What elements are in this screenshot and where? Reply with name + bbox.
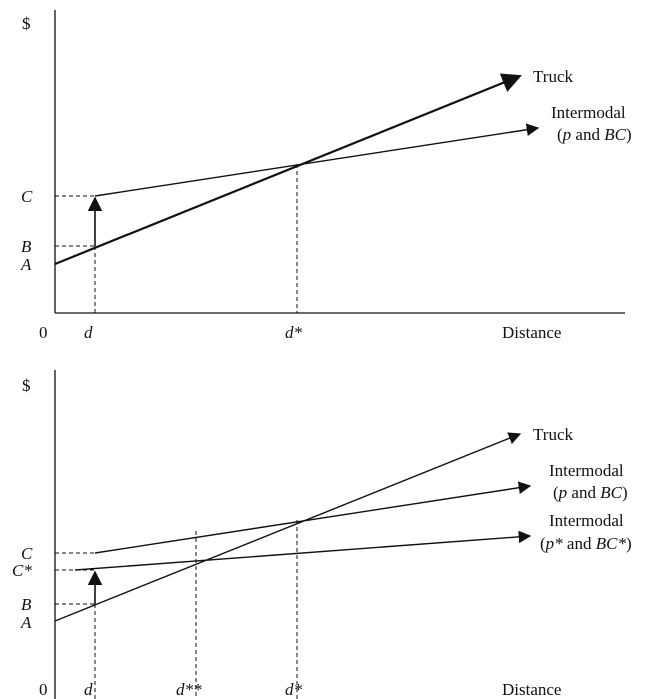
bottom-mark-dstar: d* [285,680,303,699]
top-intermodal-sub: (p and BC) [557,125,632,144]
bottom-intermodal-1-bc: BC [600,483,622,502]
bottom-xlabel: Distance [502,680,561,699]
bottom-intermodal-1-and: and [567,483,600,502]
top-panel: $ C B A 0 d d* Distance Truck Intermodal… [20,10,632,342]
top-intermodal-and: and [571,125,604,144]
bottom-label-c: C [21,544,33,563]
top-intermodal-p: p [562,125,572,144]
top-origin: 0 [39,323,48,342]
top-mark-dstar: d* [285,323,303,342]
top-intermodal-line [94,123,540,197]
bottom-ylabel: $ [22,376,31,395]
bottom-mark-dstarstar: d** [176,680,202,699]
bottom-intermodal-1-label: Intermodal [549,461,624,480]
bottom-truck-line [54,432,522,622]
top-mark-d: d [84,323,93,342]
top-intermodal-label: Intermodal [551,103,626,122]
bottom-intermodal-2-p: p* [545,534,564,553]
bottom-origin: 0 [39,680,48,699]
bottom-intermodal-1-sub: (p and BC) [553,483,628,502]
bottom-truck-label: Truck [533,425,573,444]
top-xlabel: Distance [502,323,561,342]
top-intermodal-bc: BC [604,125,626,144]
top-ylabel: $ [22,14,31,33]
bottom-intermodal-2-line [74,530,532,571]
bottom-intermodal-2-and: and [563,534,596,553]
bottom-label-cstar: C* [12,561,32,580]
bottom-panel: $ C C* B A 0 d d** d* Distance Truck Int… [12,370,632,699]
top-truck-label: Truck [533,67,573,86]
bottom-label-a: A [20,613,32,632]
top-label-b: B [21,237,32,256]
bottom-intermodal-2-bc: BC* [596,534,627,553]
top-label-a: A [20,255,32,274]
bottom-intermodal-1-p: p [558,483,568,502]
bottom-intermodal-1-line [94,481,532,554]
bottom-intermodal-2-sub: (p* and BC*) [540,534,632,553]
bottom-label-b: B [21,595,32,614]
top-truck-line [54,73,522,266]
bottom-intermodal-2-label: Intermodal [549,511,624,530]
top-label-c: C [21,187,33,206]
bottom-mark-d: d [84,680,93,699]
